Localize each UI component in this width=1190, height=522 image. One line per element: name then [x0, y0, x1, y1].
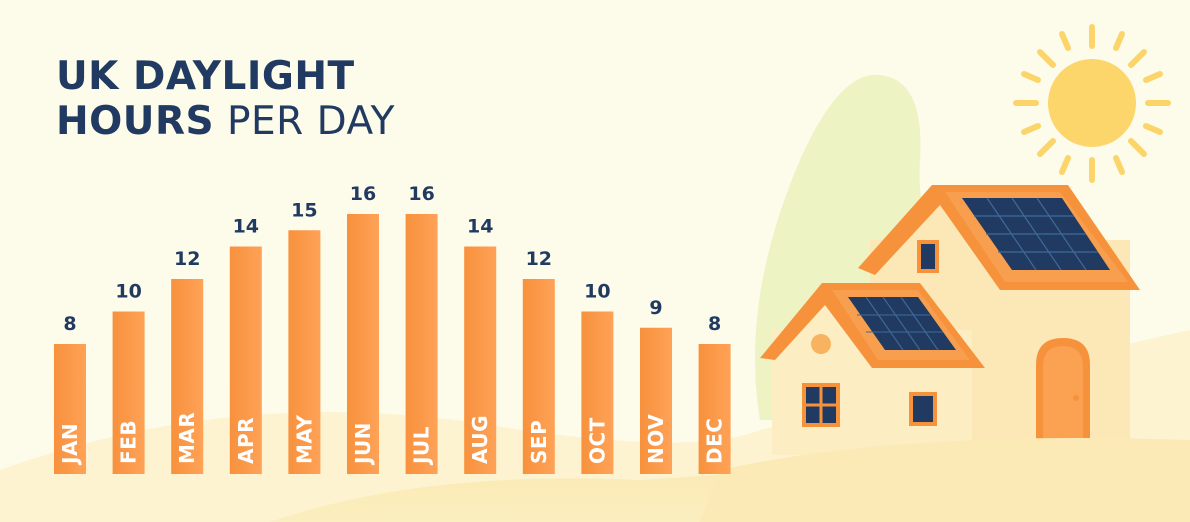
month-label-jan: JAN — [58, 423, 82, 466]
chart-title: UK DAYLIGHT HOURS PER DAY — [56, 54, 395, 144]
house-icon — [760, 283, 985, 455]
sun-icon — [1013, 24, 1171, 183]
bar-aug — [464, 246, 497, 474]
bar-oct — [581, 311, 614, 474]
month-label-aug: AUG — [468, 415, 492, 464]
bar-dec — [698, 344, 731, 474]
value-label-jun: 16 — [350, 183, 376, 205]
month-label-nov: NOV — [644, 414, 668, 464]
value-label-may: 15 — [291, 199, 317, 221]
door-icon — [1036, 338, 1090, 440]
month-label-feb: FEB — [117, 420, 141, 464]
bar-jul — [405, 214, 438, 474]
month-label-may: MAY — [292, 415, 316, 464]
value-label-apr: 14 — [233, 216, 259, 238]
bar-nov — [640, 327, 672, 474]
month-label-jun: JUN — [351, 422, 375, 466]
month-label-apr: APR — [234, 417, 258, 464]
bar-mar — [171, 279, 204, 474]
month-label-sep: SEP — [527, 420, 551, 464]
value-label-sep: 12 — [526, 248, 552, 270]
month-label-jul: JUL — [410, 426, 434, 466]
title-line1: UK DAYLIGHT — [56, 54, 355, 99]
value-label-feb: 10 — [115, 281, 141, 303]
value-label-jul: 16 — [408, 183, 434, 205]
value-label-jan: 8 — [63, 313, 76, 335]
month-label-mar: MAR — [175, 412, 199, 464]
bar-may — [288, 230, 321, 474]
value-label-mar: 12 — [174, 248, 200, 270]
bar-feb — [112, 311, 145, 474]
solar-panel-icon — [962, 197, 1110, 271]
bar-apr — [229, 246, 262, 474]
value-label-aug: 14 — [467, 216, 493, 238]
month-label-dec: DEC — [703, 418, 727, 464]
title-line2-light: PER DAY — [227, 99, 395, 144]
value-label-oct: 10 — [584, 281, 610, 303]
bar-jun — [347, 214, 379, 474]
value-label-dec: 8 — [708, 313, 721, 335]
bar-jan — [54, 344, 86, 474]
value-label-nov: 9 — [649, 297, 662, 319]
title-line2-bold: HOURS — [56, 99, 215, 144]
month-label-oct: OCT — [585, 417, 609, 464]
bar-sep — [522, 279, 555, 474]
solar-panel-icon — [848, 296, 956, 351]
